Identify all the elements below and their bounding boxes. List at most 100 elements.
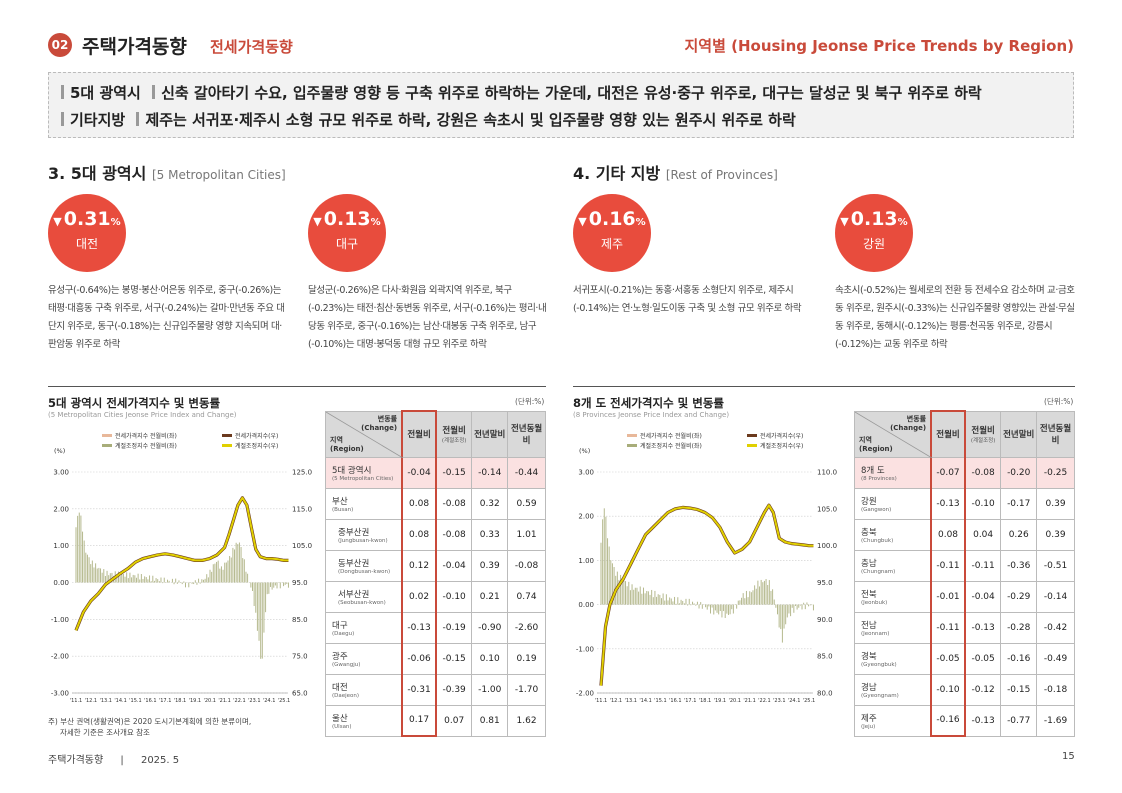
x-tick: '25.1 bbox=[278, 698, 291, 704]
footer-title: 주택가격동향 bbox=[48, 755, 104, 766]
sa-index-line bbox=[600, 504, 814, 686]
change-bar bbox=[745, 590, 747, 605]
change-bar bbox=[719, 604, 721, 611]
value-cell: -0.15 bbox=[435, 642, 473, 675]
change-bar bbox=[256, 582, 258, 631]
y-tick-left: 2.00 bbox=[53, 505, 69, 513]
value-cell: -0.08 bbox=[507, 549, 546, 582]
legend-label: 계절조정지수 전월비(좌) bbox=[115, 442, 177, 450]
region-name-en: (Busan) bbox=[332, 506, 354, 513]
badge-region: 대전 bbox=[75, 237, 99, 251]
desc-daejeon: 유성구(-0.64%)는 봉명·봉산·어은동 위주로, 중구(-0.26%)는 … bbox=[48, 285, 285, 350]
region-name-en: (Jungbusan-kwon) bbox=[338, 537, 388, 544]
change-bar bbox=[119, 576, 121, 583]
change-bar bbox=[754, 585, 756, 605]
badge-number: 0.16 bbox=[588, 208, 636, 230]
region-name: 광주 bbox=[332, 651, 348, 662]
table-row: 서부산권 (Seobusan-kwon) 0.02 -0.10 0.21 0.74 bbox=[325, 580, 546, 613]
change-bar bbox=[775, 604, 777, 608]
change-bar bbox=[680, 599, 682, 605]
change-bar bbox=[799, 604, 801, 606]
badge-daegu: ▼ 0.13% 대구 bbox=[308, 194, 386, 272]
summary-bar-icon bbox=[61, 112, 64, 126]
change-bar bbox=[678, 603, 680, 605]
badge-region: 강원 bbox=[862, 237, 886, 251]
legend-swatch bbox=[222, 434, 232, 437]
region-name-en: (8 Provinces) bbox=[861, 475, 897, 482]
region-cell: 경남 (Gyeongnam) bbox=[854, 673, 932, 706]
desc-gangwon: 속초시(-0.52%)는 월세로의 전환 등 전세수요 감소하며 교·금호동 위… bbox=[835, 285, 1075, 350]
change-bar bbox=[184, 582, 186, 588]
change-bar bbox=[750, 592, 752, 605]
y-tick-right: 125.0 bbox=[292, 469, 312, 477]
value-cell: 0.74 bbox=[507, 580, 546, 613]
change-bar bbox=[240, 547, 242, 583]
change-bar bbox=[144, 576, 146, 583]
section-3-title: 3. 5대 광역시 [5 Metropolitan Cities] bbox=[48, 160, 286, 184]
summary-bar-icon bbox=[152, 85, 156, 99]
region-cell: 전북 (Jeonbuk) bbox=[854, 580, 932, 613]
table-row: 부산 (Busan) 0.08 -0.08 0.32 0.59 bbox=[325, 487, 546, 520]
change-bar bbox=[255, 582, 257, 613]
change-bar bbox=[132, 574, 134, 583]
change-bar bbox=[786, 604, 788, 618]
change-bar bbox=[168, 580, 170, 583]
summary-text-2: 제주는 서귀포·제주시 소형 규모 위주로 하락, 강원은 속초시 및 입주물량… bbox=[145, 111, 796, 129]
y-tick-left: 1.00 bbox=[53, 542, 69, 550]
badge-gangwon: ▼ 0.13% 강원 bbox=[835, 194, 913, 272]
change-bar bbox=[772, 589, 774, 605]
change-bar bbox=[250, 582, 252, 588]
y-tick-right: 115.0 bbox=[292, 505, 312, 513]
table-row: 전남 (Jeonnam) -0.11 -0.13 -0.28 -0.42 bbox=[854, 611, 1075, 644]
chart-2-unit: (단위:%) bbox=[1044, 397, 1074, 406]
table-metro: 변동률 (Change) 지역 (Region) 전월비 전월비 (계절조정) 전년말… bbox=[325, 410, 546, 737]
region-name: 대구 bbox=[332, 620, 348, 631]
badge-value: ▼ 0.16% bbox=[573, 208, 651, 230]
change-bar bbox=[222, 569, 224, 583]
region-name-en: (Jeju) bbox=[861, 723, 876, 730]
change-bar bbox=[104, 576, 106, 583]
x-tick: '22.1 bbox=[758, 698, 771, 704]
region-cell: 서부산권 (Seobusan-kwon) bbox=[325, 580, 403, 613]
region-name: 전남 bbox=[861, 620, 877, 631]
y-tick-left: -3.00 bbox=[51, 690, 69, 698]
change-bar bbox=[696, 601, 698, 605]
region-cell: 제주 (Jeju) bbox=[854, 704, 932, 737]
x-tick: '20.1 bbox=[728, 698, 741, 704]
x-tick: '21.1 bbox=[743, 698, 756, 704]
y-axis-unit: (%) bbox=[54, 447, 65, 455]
footer-separator: | bbox=[120, 755, 124, 766]
change-bar bbox=[116, 577, 118, 583]
change-bar bbox=[785, 604, 787, 625]
value-cell: 0.07 bbox=[435, 704, 473, 737]
region-cell: 충남 (Chungnam) bbox=[854, 549, 932, 582]
region-cell: 중부산권 (Jungbusan-kwon) bbox=[325, 518, 403, 551]
change-bar bbox=[121, 573, 123, 583]
region-name: 8개 도 bbox=[861, 465, 885, 476]
change-bar bbox=[188, 582, 190, 588]
change-bar bbox=[768, 580, 770, 605]
region-name: 5대 광역시 bbox=[332, 465, 372, 476]
table-note: 주) 부산 권역(생활권역)은 2020 도시기본계획에 의한 분류이며, 자세… bbox=[48, 716, 251, 738]
index-line bbox=[599, 503, 814, 686]
value-cell: 1.01 bbox=[507, 518, 546, 551]
x-tick: '16.1 bbox=[669, 698, 682, 704]
legend-label: 계절조정지수 전월비(좌) bbox=[640, 442, 702, 450]
value-cell: -0.08 bbox=[964, 456, 1002, 489]
change-bar bbox=[217, 560, 219, 583]
value-cell: -0.16 bbox=[1000, 642, 1038, 675]
change-bar bbox=[242, 558, 244, 583]
change-bar bbox=[93, 567, 95, 583]
x-tick: '18.1 bbox=[699, 698, 712, 704]
region-name-en: (Chungnam) bbox=[861, 568, 896, 575]
change-bar bbox=[137, 573, 139, 583]
badge-unit: % bbox=[110, 217, 121, 228]
legend-label: 계절조정지수(우) bbox=[760, 442, 803, 450]
change-bar bbox=[129, 572, 131, 583]
legend-label: 전세가격지수 전월비(좌) bbox=[640, 432, 702, 440]
change-bar bbox=[227, 560, 229, 583]
change-bar bbox=[739, 600, 741, 605]
region-name-en: (Gwangju) bbox=[332, 661, 361, 668]
region-name-en: (Gangwon) bbox=[861, 506, 892, 513]
change-bar bbox=[178, 580, 180, 583]
